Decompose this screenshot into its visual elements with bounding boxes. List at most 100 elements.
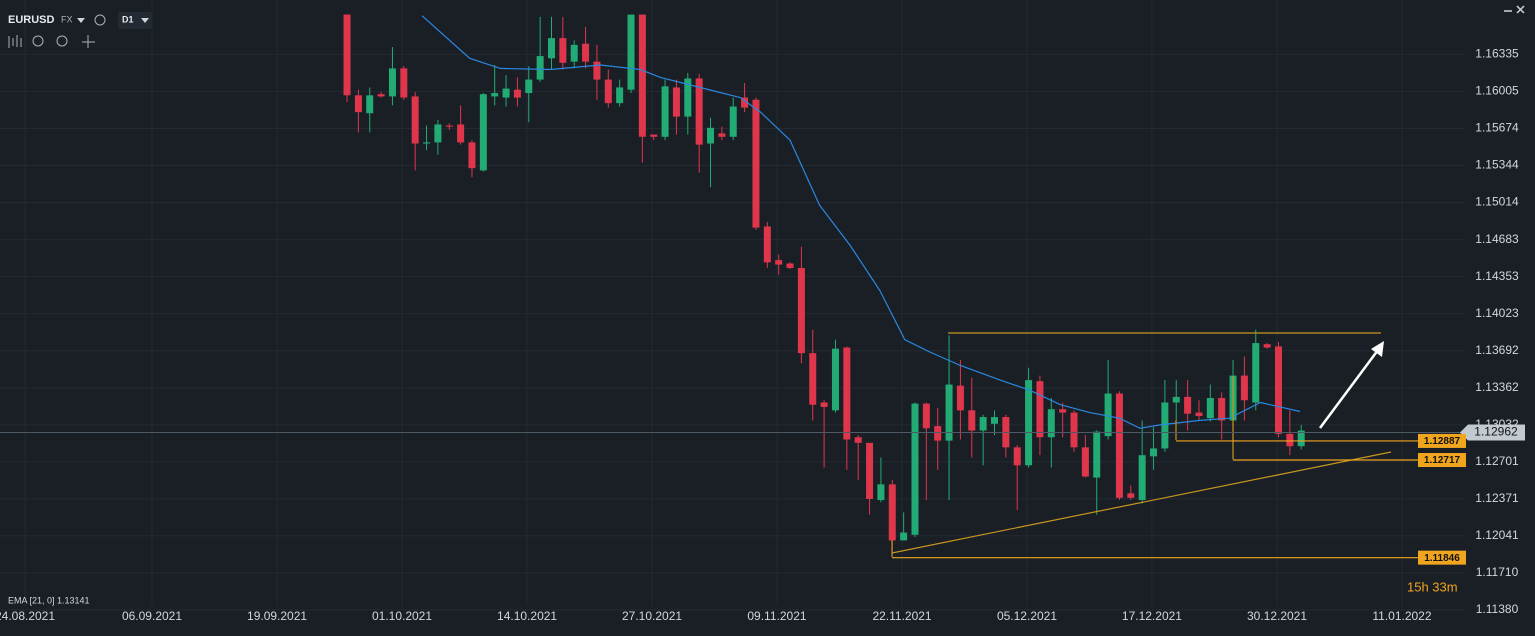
candle-body [377,94,385,97]
candle-body [707,127,715,144]
price-axis [1465,0,1535,636]
timeframe[interactable]: D1 [122,14,134,24]
candle-body [888,484,896,541]
candle-body [1263,344,1271,348]
candle-body [1240,375,1248,401]
candle-body [1013,447,1021,466]
y-tick-label: 1.12701 [1475,454,1519,468]
symbol: EURUSD [8,14,55,26]
candle-body [547,38,555,59]
x-tick-label: 24.08.2021 [0,609,55,623]
candle-body [1206,398,1214,419]
candle-body [684,78,692,117]
marks [343,14,1305,553]
ema-legend: EMA [21, 0] 1.13141 [8,595,90,605]
y-tick-label: 1.12371 [1475,491,1519,505]
y-tick-label: 1.12041 [1475,528,1519,542]
candle-body [559,38,567,63]
timeframe-box[interactable] [118,12,152,29]
candle-body [423,142,431,144]
zoom-in[interactable] [56,35,68,47]
y-tick-label: 1.15014 [1475,195,1519,209]
close[interactable] [1516,5,1525,14]
candle-body [900,532,908,541]
candle-body [831,348,839,411]
candle-body [1025,380,1033,466]
price-line-label: 1.11846 [1424,553,1460,564]
candle-body [502,88,510,98]
candle-body [604,79,612,104]
x-tick-label: 14.10.2021 [497,609,557,623]
info-icon[interactable] [94,14,106,26]
candle-body [491,93,499,97]
y-tick-label: 1.13692 [1475,343,1519,357]
y-tick-label: 1.16335 [1475,47,1519,61]
candle-body [366,95,374,114]
x-tick-label: 09.11.2021 [747,609,806,623]
candle-body [616,87,624,104]
candle-body [1104,393,1112,437]
axes: 1.16335 1.16005 1.15674 1.15344 1.15014 1.146… [0,47,1525,623]
candle-body [1252,343,1260,403]
drawings [891,332,1392,557]
candle-body [343,14,351,96]
candle-body [525,79,533,94]
arrow-shaft [1318,349,1380,429]
candle-body [1297,430,1305,447]
last-price-box [1460,424,1525,441]
candle-body [956,385,964,411]
x-tick-label: 01.10.2021 [372,609,432,623]
candle-body [1138,455,1146,501]
x-tick-label: 05.12.2021 [997,609,1057,623]
y-tick-label: 1.14683 [1475,232,1519,246]
pan[interactable] [82,35,95,48]
candle-body [979,417,987,431]
last-price-label: 1.12962 [1474,425,1518,439]
tool-icon[interactable] [8,35,22,48]
candle-body [1059,409,1067,413]
candle-body [1047,409,1055,438]
candle-body [741,97,749,108]
y-tick-label: 1.15674 [1475,121,1519,135]
candle-body [354,95,362,113]
y-tick-label: 1.11710 [1476,565,1519,579]
price-line-box [1418,433,1466,448]
candle-body [400,68,408,98]
candle-body [922,403,930,429]
price-line-label: 1.12887 [1424,436,1461,447]
candle-body [854,437,862,443]
candle-body [627,14,635,90]
dropdown[interactable] [141,18,149,23]
x-tick-label: 22.11.2021 [872,609,931,623]
candle-body [536,56,544,80]
trend-line [891,451,1392,554]
candle-body [945,384,953,441]
x-tick-label: 11.01.2022 [1372,609,1431,623]
y-tick-label: 1.14353 [1475,269,1519,283]
candle-body [1081,447,1089,477]
candle-body [468,142,476,169]
candle-body [1093,431,1101,478]
candle-body [1150,448,1158,457]
zoom-out[interactable] [32,35,44,47]
candle-body [1218,398,1226,421]
x-tick-label: 19.09.2021 [247,609,307,623]
candle-body [1286,433,1294,447]
candle-body [718,133,726,137]
price-line-label: 1.12717 [1424,455,1461,466]
candle-body [763,226,771,263]
candle-body [513,89,521,98]
arrow [1318,341,1384,429]
candle-body [877,484,885,501]
candle-body [457,124,465,143]
candle-body [582,43,590,62]
x-tick-label: 27.10.2021 [622,609,682,623]
candle-body [661,86,669,137]
market[interactable]: FX [61,14,73,24]
candle-body [911,403,919,535]
candle-body [1036,381,1044,438]
dropdown[interactable] [77,18,85,23]
y-tick-label: 1.15344 [1475,158,1519,172]
grid [0,0,1465,611]
